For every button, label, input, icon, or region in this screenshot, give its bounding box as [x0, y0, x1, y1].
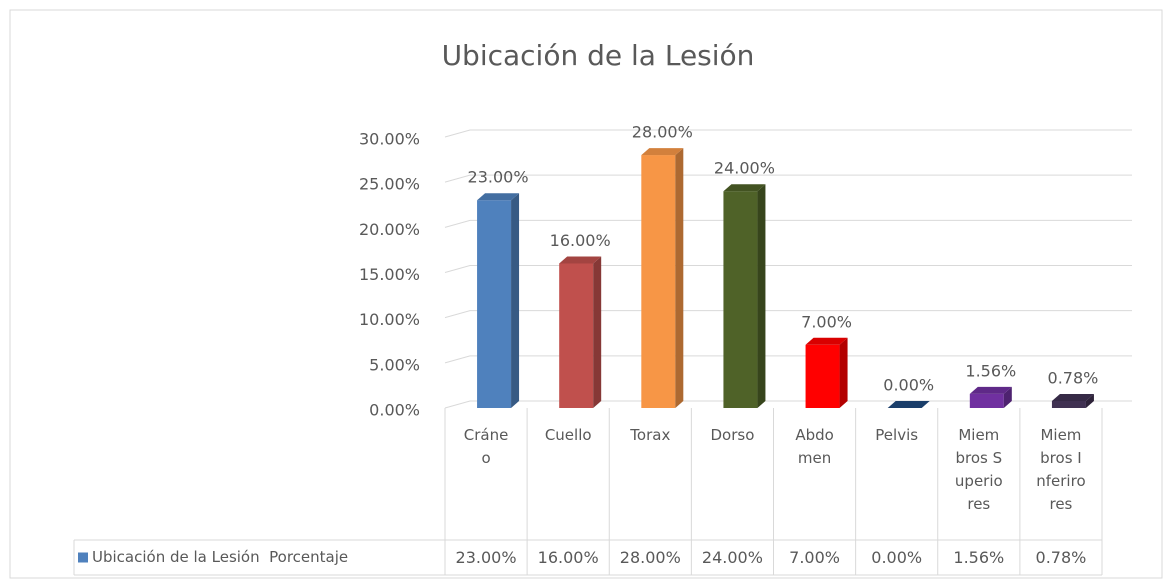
grid-line [444, 219, 1132, 228]
table-value: 0.78% [1035, 548, 1087, 567]
data-label: 28.00% [632, 123, 693, 142]
bar-top [559, 256, 602, 264]
bar-top [641, 148, 684, 156]
bar-side [839, 337, 848, 408]
bar-side [593, 256, 602, 408]
y-tick-label: 5.00% [369, 355, 420, 374]
category-label: Miembros Inferirores [1036, 426, 1086, 513]
y-tick-label: 30.00% [359, 130, 420, 149]
data-label: 16.00% [550, 231, 611, 250]
bar-top [969, 386, 1012, 394]
data-label: 0.78% [1048, 368, 1099, 387]
bar-front [641, 155, 676, 408]
bar-side [757, 184, 766, 408]
chart-title: Ubicación de la Lesión [442, 39, 755, 72]
grid-line [444, 310, 1132, 319]
category-label: Cráneo [463, 426, 509, 467]
category-label: Miembros Superiores [954, 426, 1003, 513]
bar-side [511, 193, 520, 408]
data-label: 1.56% [965, 361, 1016, 380]
table-value: 28.00% [619, 548, 681, 567]
bar-side [1003, 386, 1012, 408]
table-value: 1.56% [953, 548, 1005, 567]
y-tick-label: 10.00% [359, 310, 420, 329]
table-value: 24.00% [701, 548, 763, 567]
legend-label: Ubicación de la Lesión Porcentaje [92, 548, 349, 566]
y-tick-label: 20.00% [359, 220, 420, 239]
bar-top [477, 193, 520, 201]
legend-marker [78, 552, 88, 563]
bar-front [477, 200, 512, 408]
data-label: 0.00% [883, 376, 934, 395]
grid-line [444, 174, 1132, 183]
bar-front [723, 191, 758, 408]
data-label: 23.00% [468, 168, 529, 187]
y-tick-label: 0.00% [369, 401, 420, 420]
grid-line [444, 265, 1132, 273]
bar-top [1051, 393, 1094, 401]
y-tick-label: 25.00% [359, 175, 420, 194]
y-tick-label: 15.00% [359, 265, 420, 284]
grid-line [444, 129, 1132, 138]
bar-top [887, 401, 930, 408]
bar-front [805, 344, 840, 408]
bar-top [723, 184, 766, 192]
table-value: 23.00% [455, 548, 517, 567]
bar-front [559, 263, 594, 408]
bar-side [675, 148, 684, 409]
category-label: Abdomen [795, 426, 834, 467]
category-label: Pelvis [875, 426, 919, 444]
bar-front [1051, 400, 1086, 408]
data-label: 24.00% [714, 159, 775, 178]
table-value: 16.00% [537, 548, 599, 567]
category-label: Torax [630, 426, 671, 444]
category-label: Dorso [710, 426, 755, 444]
table-value: 0.00% [871, 548, 923, 567]
bar-top [805, 337, 848, 345]
category-label: Cuello [544, 426, 592, 444]
table-value: 7.00% [789, 548, 840, 567]
grid-line [444, 355, 1132, 364]
bar-front [969, 393, 1004, 408]
bar-side [1085, 393, 1094, 408]
data-label: 7.00% [801, 312, 852, 331]
